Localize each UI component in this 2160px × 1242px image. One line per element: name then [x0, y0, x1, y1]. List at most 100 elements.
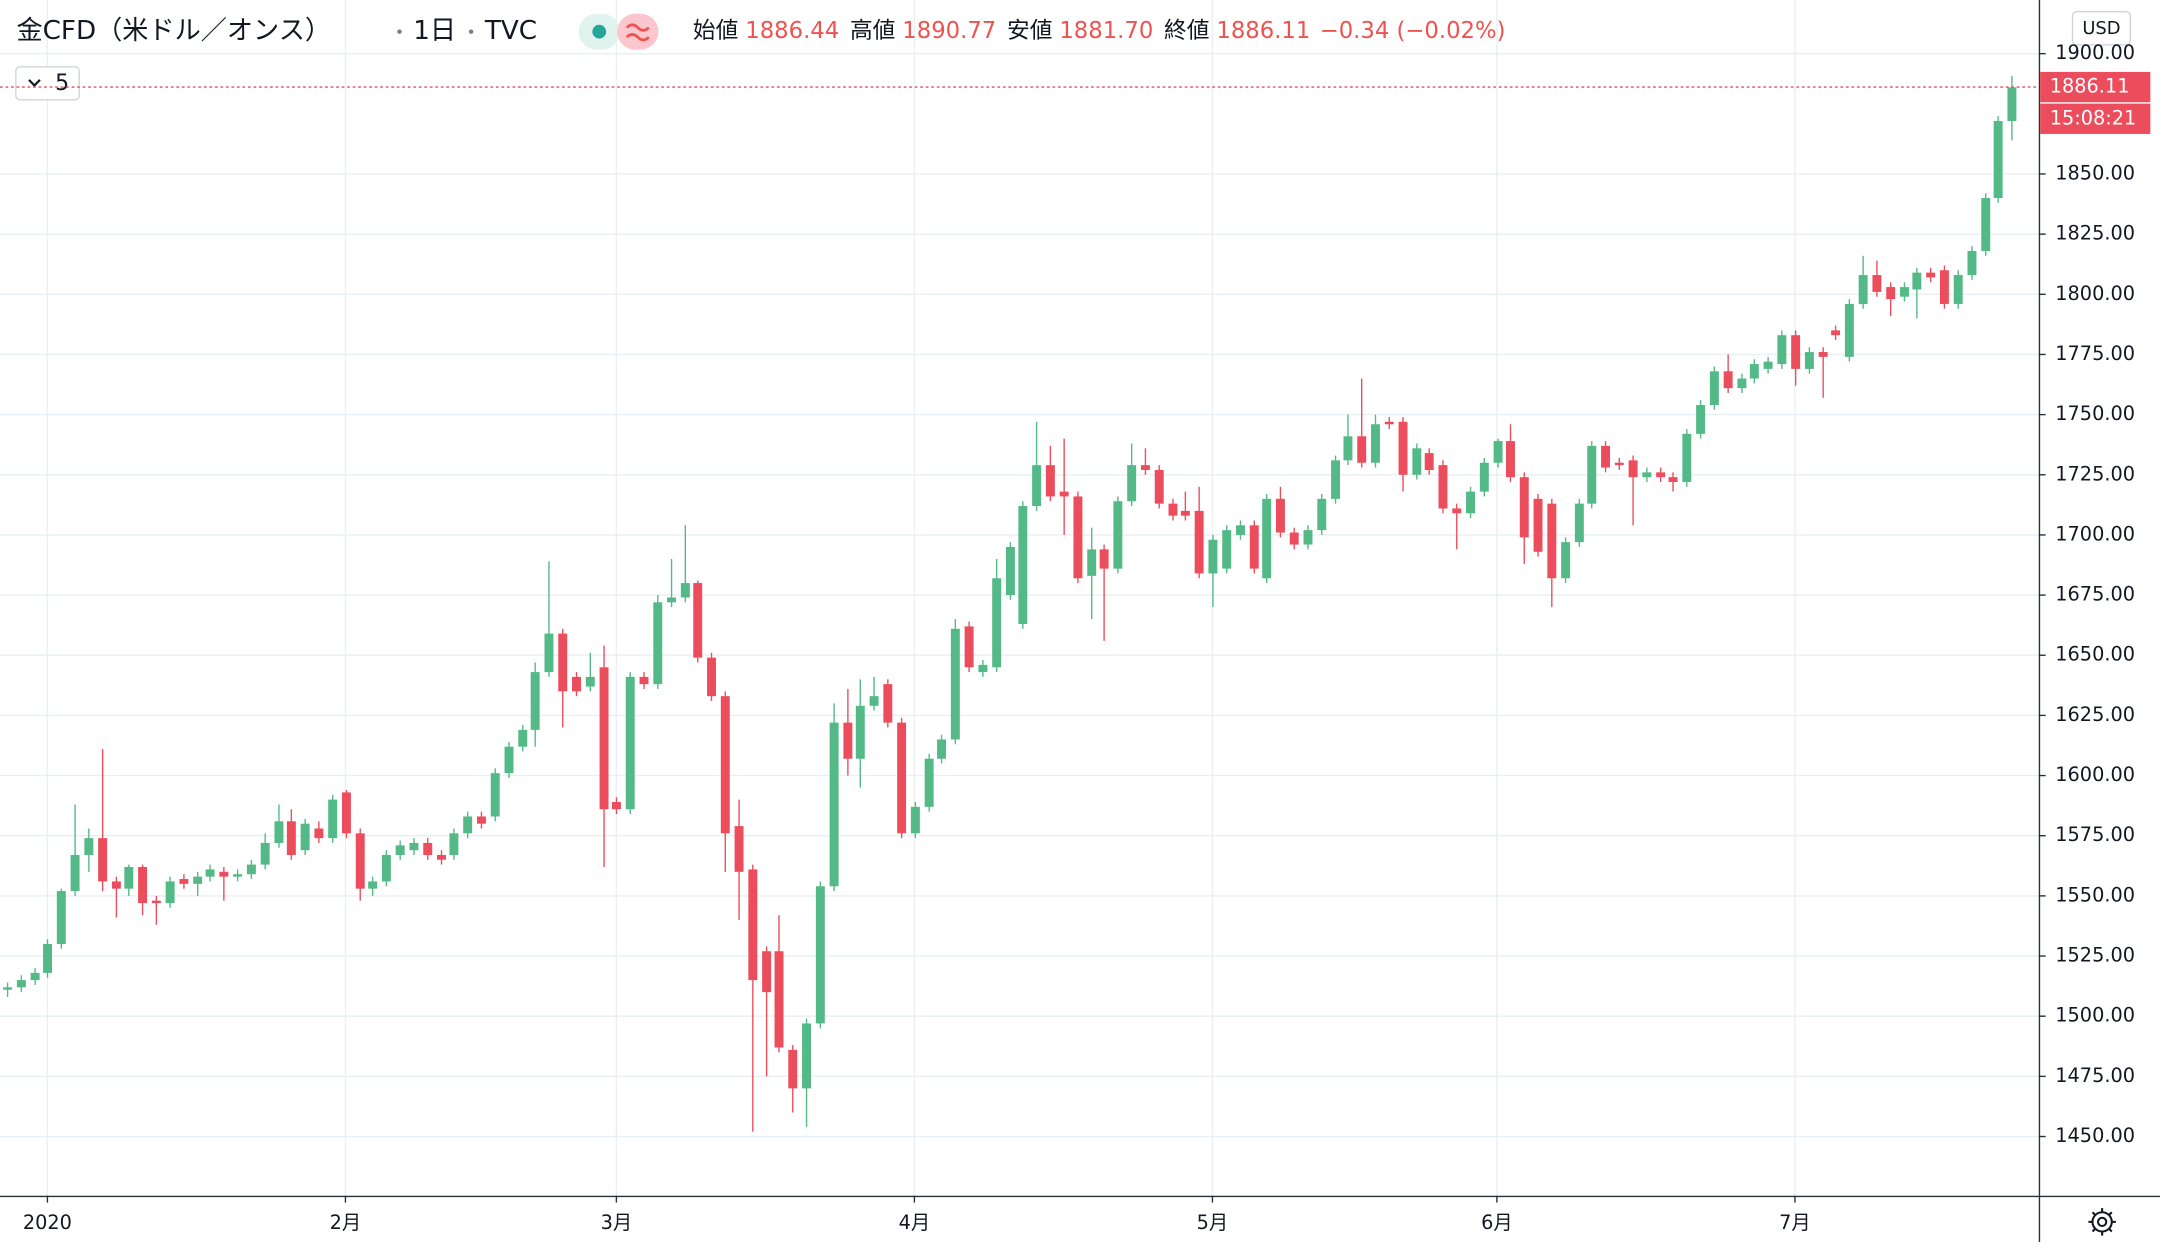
- symbol-title[interactable]: 金CFD（米ドル／オンス）: [17, 16, 332, 46]
- candle-body: [30, 972, 40, 981]
- delay-icon-glyph: [625, 23, 650, 42]
- candle-body: [1222, 530, 1232, 569]
- candle-body: [2007, 87, 2017, 122]
- ohlc-label: 始値: [693, 18, 738, 44]
- candle-body: [625, 676, 635, 810]
- ohlc-label: 終値: [1164, 18, 1209, 44]
- x-tick-label: 2月: [330, 1211, 362, 1234]
- candle-body: [1087, 549, 1097, 576]
- candle-body: [1749, 364, 1759, 379]
- candle-body: [98, 838, 108, 882]
- candle-body: [1723, 371, 1733, 389]
- y-tick-label: 1450.00: [2055, 1124, 2135, 1147]
- candle-body: [1331, 460, 1341, 499]
- candle-body: [964, 626, 974, 668]
- candle-body: [815, 886, 825, 1024]
- candle-body: [869, 696, 879, 706]
- candle-body: [1709, 371, 1719, 405]
- candle-body: [504, 746, 514, 774]
- candle-body: [151, 900, 161, 904]
- exchange[interactable]: TVC: [484, 16, 537, 46]
- candle-body: [611, 802, 621, 810]
- candle-body: [341, 792, 351, 834]
- candle-body: [1886, 287, 1896, 300]
- candle-body: [1059, 491, 1069, 497]
- y-tick-label: 1825.00: [2055, 222, 2135, 245]
- candle-body: [355, 833, 365, 889]
- candle-body: [774, 951, 784, 1048]
- candle-body: [1317, 498, 1327, 531]
- y-tick-label: 1700.00: [2055, 522, 2135, 545]
- candle-body: [707, 657, 716, 697]
- candle-body: [3, 987, 13, 990]
- candle-body: [748, 869, 758, 981]
- candle-body: [1140, 465, 1150, 470]
- candle-body: [1113, 501, 1123, 569]
- candle-body: [1804, 352, 1814, 369]
- candle-body: [1981, 198, 1991, 251]
- candle-body: [300, 823, 310, 851]
- settings-icon[interactable]: [2088, 1208, 2116, 1236]
- x-tick-label: 6月: [1481, 1211, 1513, 1234]
- candle-body: [585, 676, 595, 687]
- candle-body: [260, 842, 270, 865]
- interval[interactable]: 1日: [413, 16, 456, 46]
- countdown-label: 15:08:21: [2050, 106, 2137, 129]
- candle-body: [1547, 503, 1557, 579]
- candle-body: [639, 676, 649, 685]
- candle-body: [1466, 491, 1476, 514]
- candle-body: [1412, 448, 1422, 475]
- candle-body: [1275, 498, 1285, 533]
- y-tick-label: 1750.00: [2055, 402, 2135, 425]
- candle-body: [1926, 272, 1936, 278]
- candle-body: [1912, 272, 1922, 290]
- separator: [397, 29, 402, 34]
- candle-body: [883, 684, 893, 723]
- candle-body: [1018, 506, 1028, 624]
- candle-body: [274, 821, 284, 843]
- candle-body: [802, 1023, 812, 1089]
- currency-button[interactable]: [2071, 11, 2132, 46]
- candle-body: [1236, 525, 1245, 535]
- y-tick-label: 1650.00: [2055, 643, 2135, 666]
- collapse-button[interactable]: [15, 66, 80, 101]
- candle-body: [653, 602, 663, 685]
- y-tick-label: 1625.00: [2055, 703, 2135, 726]
- y-tick-label: 1600.00: [2055, 763, 2135, 786]
- x-tick-label: 5月: [1197, 1211, 1229, 1234]
- candle-body: [1872, 275, 1882, 292]
- candle-body: [1967, 250, 1977, 276]
- candle-body: [599, 667, 609, 810]
- candle-body: [1993, 121, 2003, 199]
- candle-body: [910, 806, 920, 834]
- candle-body: [233, 874, 243, 877]
- candle-body: [56, 891, 66, 945]
- candle-body: [138, 867, 148, 904]
- candle-body: [1656, 472, 1666, 478]
- candle-body: [1073, 496, 1083, 579]
- candle-body: [544, 633, 554, 673]
- x-tick-label: 3月: [601, 1211, 633, 1234]
- candle-body: [1601, 445, 1611, 468]
- candle-body: [368, 881, 378, 889]
- last-price-label: 1886.11: [2050, 75, 2130, 98]
- candle-body: [463, 816, 473, 834]
- delay-icon[interactable]: [617, 13, 659, 50]
- candle-body: [1818, 352, 1828, 357]
- y-tick-label: 1500.00: [2055, 1004, 2135, 1027]
- candle-body: [1180, 510, 1190, 516]
- candle-body: [992, 578, 1002, 668]
- candle-body: [1398, 421, 1408, 475]
- candle-body: [1763, 361, 1773, 369]
- candle-body: [1032, 465, 1042, 507]
- x-tick-label: 2020: [23, 1211, 72, 1234]
- candle-body: [855, 705, 865, 759]
- candle-body: [1831, 330, 1841, 336]
- candle-body: [437, 854, 446, 860]
- candle-body: [111, 881, 121, 889]
- candle-body: [449, 833, 459, 855]
- candle-body: [328, 799, 338, 839]
- candle-body: [693, 583, 703, 658]
- candle-body: [409, 842, 419, 851]
